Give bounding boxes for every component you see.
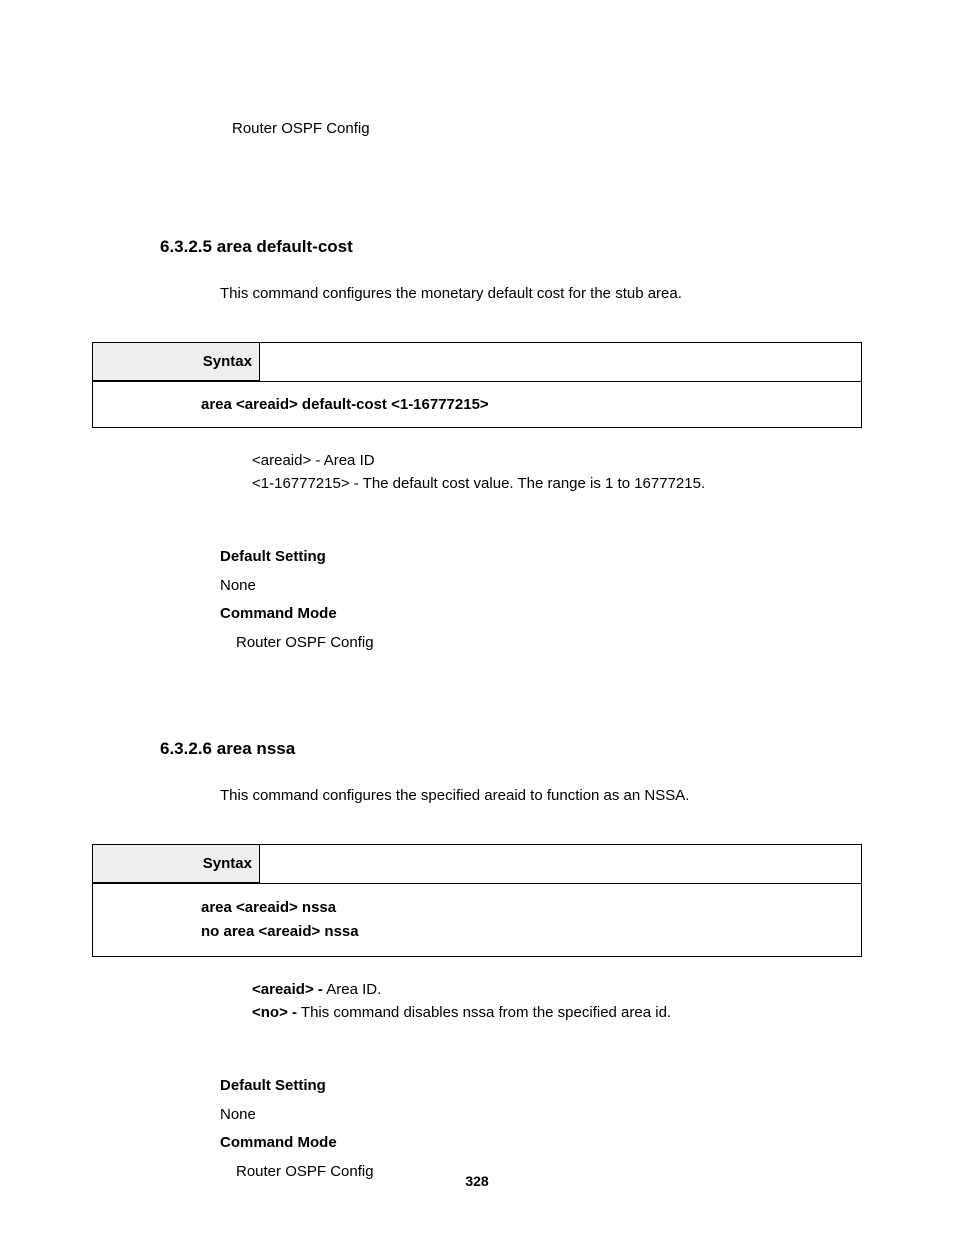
top-command-mode-value: Router OSPF Config	[232, 120, 862, 137]
page-container: Router OSPF Config 6.3.2.5 area default-…	[0, 0, 954, 1226]
heading-number: 6.3.2.6	[160, 739, 212, 758]
intro-text-nssa: This command configures the specified ar…	[220, 787, 862, 804]
syntax-box-default-cost: Syntax area <areaid> default-cost <1-167…	[92, 342, 862, 428]
command-mode-label: Command Mode	[220, 1129, 862, 1158]
heading-title: area default-cost	[217, 237, 353, 256]
settings-block-default-cost: Default Setting None Command Mode Router…	[220, 543, 862, 657]
command-mode-label: Command Mode	[220, 600, 862, 629]
param-list-nssa: <areaid> - Area ID. <no> - This command …	[252, 979, 862, 1024]
param-desc: Area ID.	[323, 981, 381, 998]
param-key: <areaid> -	[252, 981, 323, 998]
syntax-header-row: Syntax	[93, 343, 861, 381]
param-areaid-nssa: <areaid> - Area ID.	[252, 979, 862, 1002]
param-desc: This command disables nssa from the spec…	[297, 1004, 671, 1021]
section-heading-default-cost: 6.3.2.5 area default-cost	[160, 237, 862, 257]
syntax-line-2: no area <areaid> nssa	[201, 920, 861, 944]
syntax-line-1: area <areaid> nssa	[201, 896, 861, 920]
syntax-body-default-cost: area <areaid> default-cost <1-16777215>	[93, 381, 861, 427]
default-setting-label: Default Setting	[220, 1072, 862, 1101]
param-no-nssa: <no> - This command disables nssa from t…	[252, 1002, 862, 1025]
command-mode-value: Router OSPF Config	[236, 629, 862, 658]
param-areaid: <areaid> - Area ID	[252, 450, 862, 473]
syntax-box-nssa: Syntax area <areaid> nssa no area <areai…	[92, 844, 862, 957]
syntax-label-cell: Syntax	[93, 343, 260, 381]
default-setting-value: None	[220, 572, 862, 601]
heading-number: 6.3.2.5	[160, 237, 212, 256]
param-key: <no> -	[252, 1004, 297, 1021]
param-range: <1-16777215> - The default cost value. T…	[252, 473, 862, 496]
syntax-label-cell: Syntax	[93, 845, 260, 883]
page-number: 328	[0, 1173, 954, 1189]
param-list-default-cost: <areaid> - Area ID <1-16777215> - The de…	[252, 450, 862, 495]
default-setting-label: Default Setting	[220, 543, 862, 572]
section-heading-nssa: 6.3.2.6 area nssa	[160, 739, 862, 759]
intro-text-default-cost: This command configures the monetary def…	[220, 285, 862, 302]
settings-block-nssa: Default Setting None Command Mode Router…	[220, 1072, 862, 1186]
default-setting-value: None	[220, 1101, 862, 1130]
syntax-body-nssa: area <areaid> nssa no area <areaid> nssa	[93, 883, 861, 956]
syntax-header-row: Syntax	[93, 845, 861, 883]
heading-title: area nssa	[217, 739, 295, 758]
